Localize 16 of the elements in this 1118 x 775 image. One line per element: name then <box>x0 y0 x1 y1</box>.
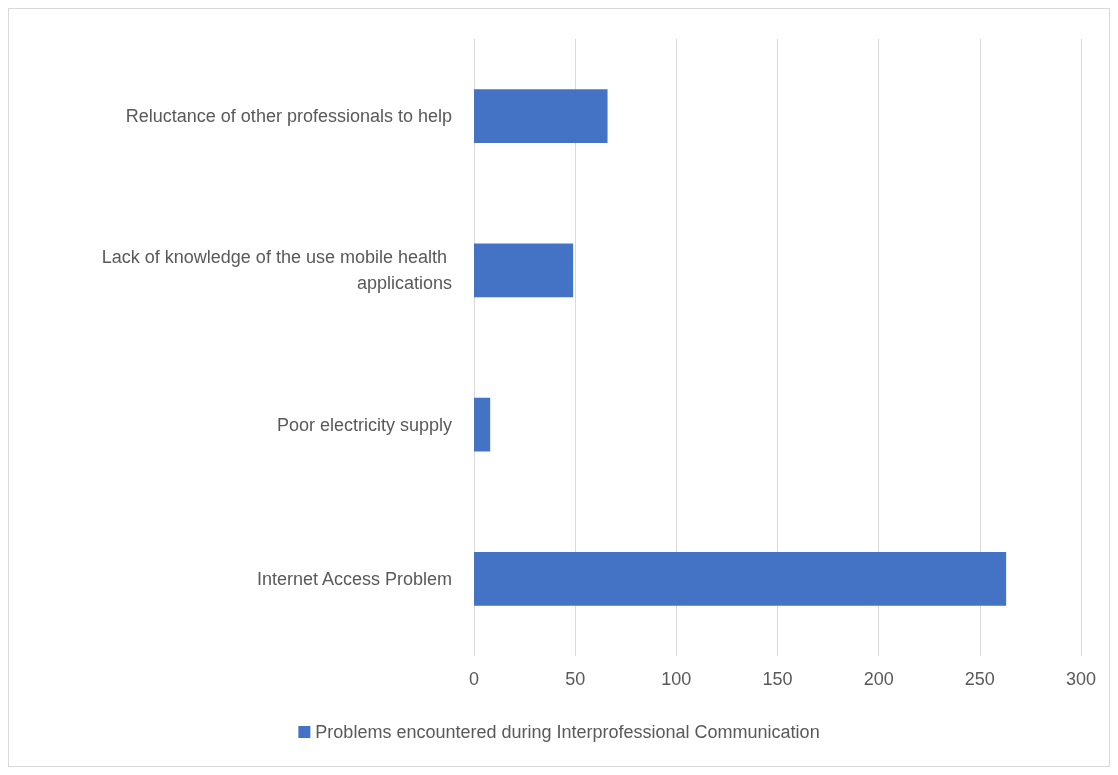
legend-label: Problems encountered during Interprofessional Communication <box>315 722 820 742</box>
bar <box>474 243 574 298</box>
y-tick-label: Poor electricity supply <box>276 414 452 435</box>
x-tick-label: 300 <box>1065 669 1097 689</box>
bar <box>474 397 491 452</box>
x-tick-label: 200 <box>863 669 894 689</box>
x-tick-label: 50 <box>565 669 586 689</box>
bar <box>474 551 1007 606</box>
x-tick-label: 150 <box>762 669 793 689</box>
x-tick-label: 0 <box>468 669 480 689</box>
y-tick-label: Lack of knowledge of the use mobile health applications <box>101 247 452 294</box>
y-tick-label: Reluctance of other professionals to help <box>125 106 452 127</box>
bar <box>474 89 608 144</box>
x-tick-label: 250 <box>964 669 995 689</box>
x-tick-label: 100 <box>661 669 692 689</box>
y-tick-label: Internet Access Problem <box>256 568 452 589</box>
